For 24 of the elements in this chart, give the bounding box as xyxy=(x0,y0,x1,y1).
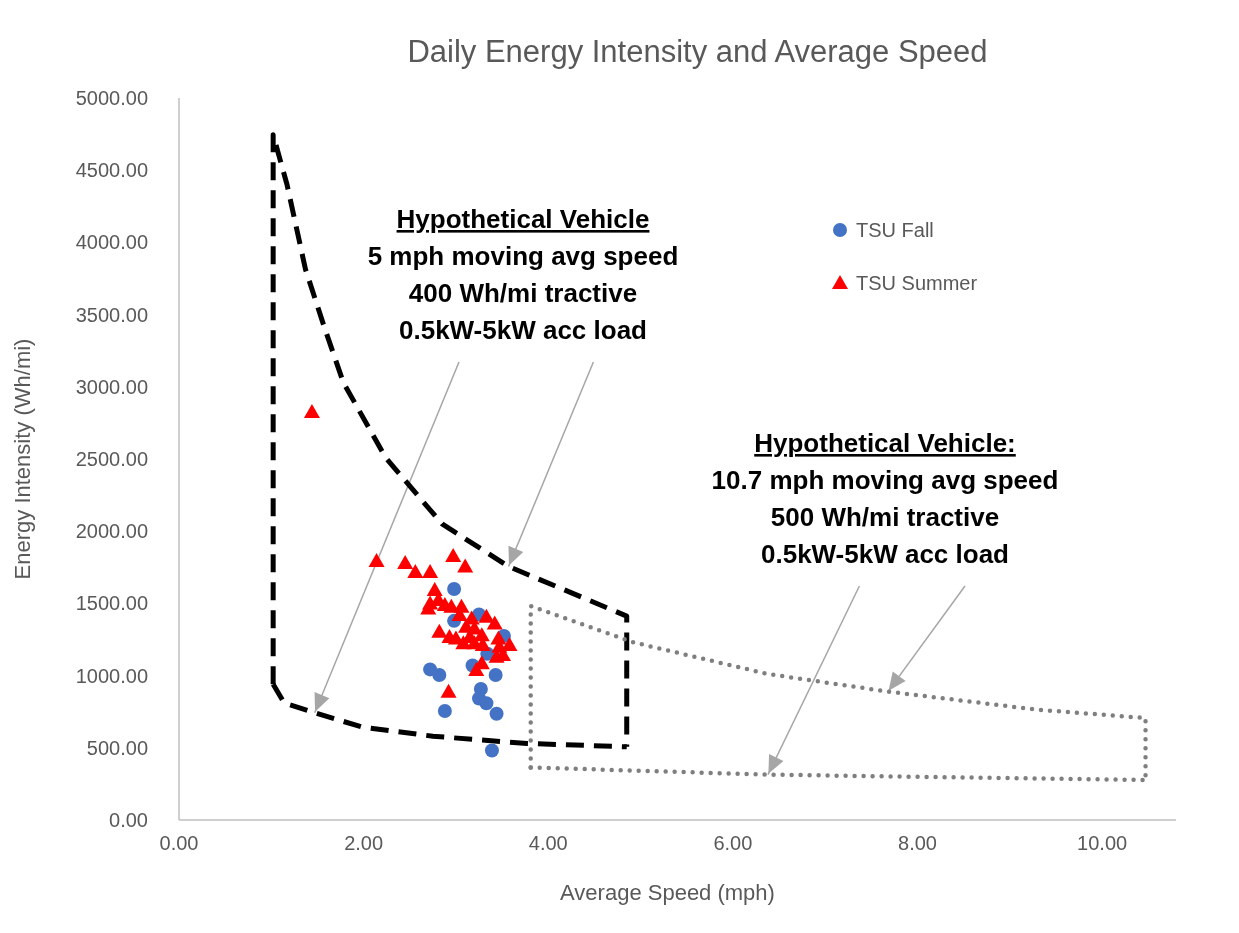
y-tick-label: 4500.00 xyxy=(75,159,148,182)
x-tick-label: 2.00 xyxy=(344,832,384,854)
y-tick-label: 3000.00 xyxy=(75,375,148,398)
y-tick-label: 0.00 xyxy=(109,809,148,831)
x-tick-label: 6.00 xyxy=(713,832,753,854)
annotation: Hypothetical Vehicle 5 mph moving avg speed 400 Wh/mi tractive 0.5kW-5kW acc load xyxy=(367,204,679,345)
y-tick-label: 500.00 xyxy=(86,736,148,759)
legend-label: TSU Summer xyxy=(856,272,978,294)
x-tick-label: 0.00 xyxy=(159,832,199,854)
y-tick-label: 2500.00 xyxy=(75,448,148,470)
legend-label: TSU Fall xyxy=(856,219,934,241)
x-tick-label: 8.00 xyxy=(898,832,937,854)
x-axis-title: Average Speed (mph) xyxy=(560,880,775,905)
y-tick-label: 1500.00 xyxy=(75,592,148,615)
y-tick-label: 3500.00 xyxy=(75,303,148,326)
x-tick-label: 4.00 xyxy=(528,832,568,854)
y-tick-label: 4000.00 xyxy=(75,231,148,254)
chart-title: Daily Energy Intensity and Average Speed xyxy=(407,34,988,69)
y-tick-label: 2000.00 xyxy=(75,520,148,543)
y-axis-title: Energy Intensity (Wh/mi) xyxy=(10,338,35,580)
x-tick-label: 10.00 xyxy=(1077,832,1128,854)
annotation: Hypothetical Vehicle: 10.7 mph moving avg speed 500 Wh/mi tractive 0.5kW-5kW acc load xyxy=(711,428,1059,569)
y-tick-label: 5000.00 xyxy=(75,87,148,109)
y-tick-label: 1000.00 xyxy=(75,664,148,687)
